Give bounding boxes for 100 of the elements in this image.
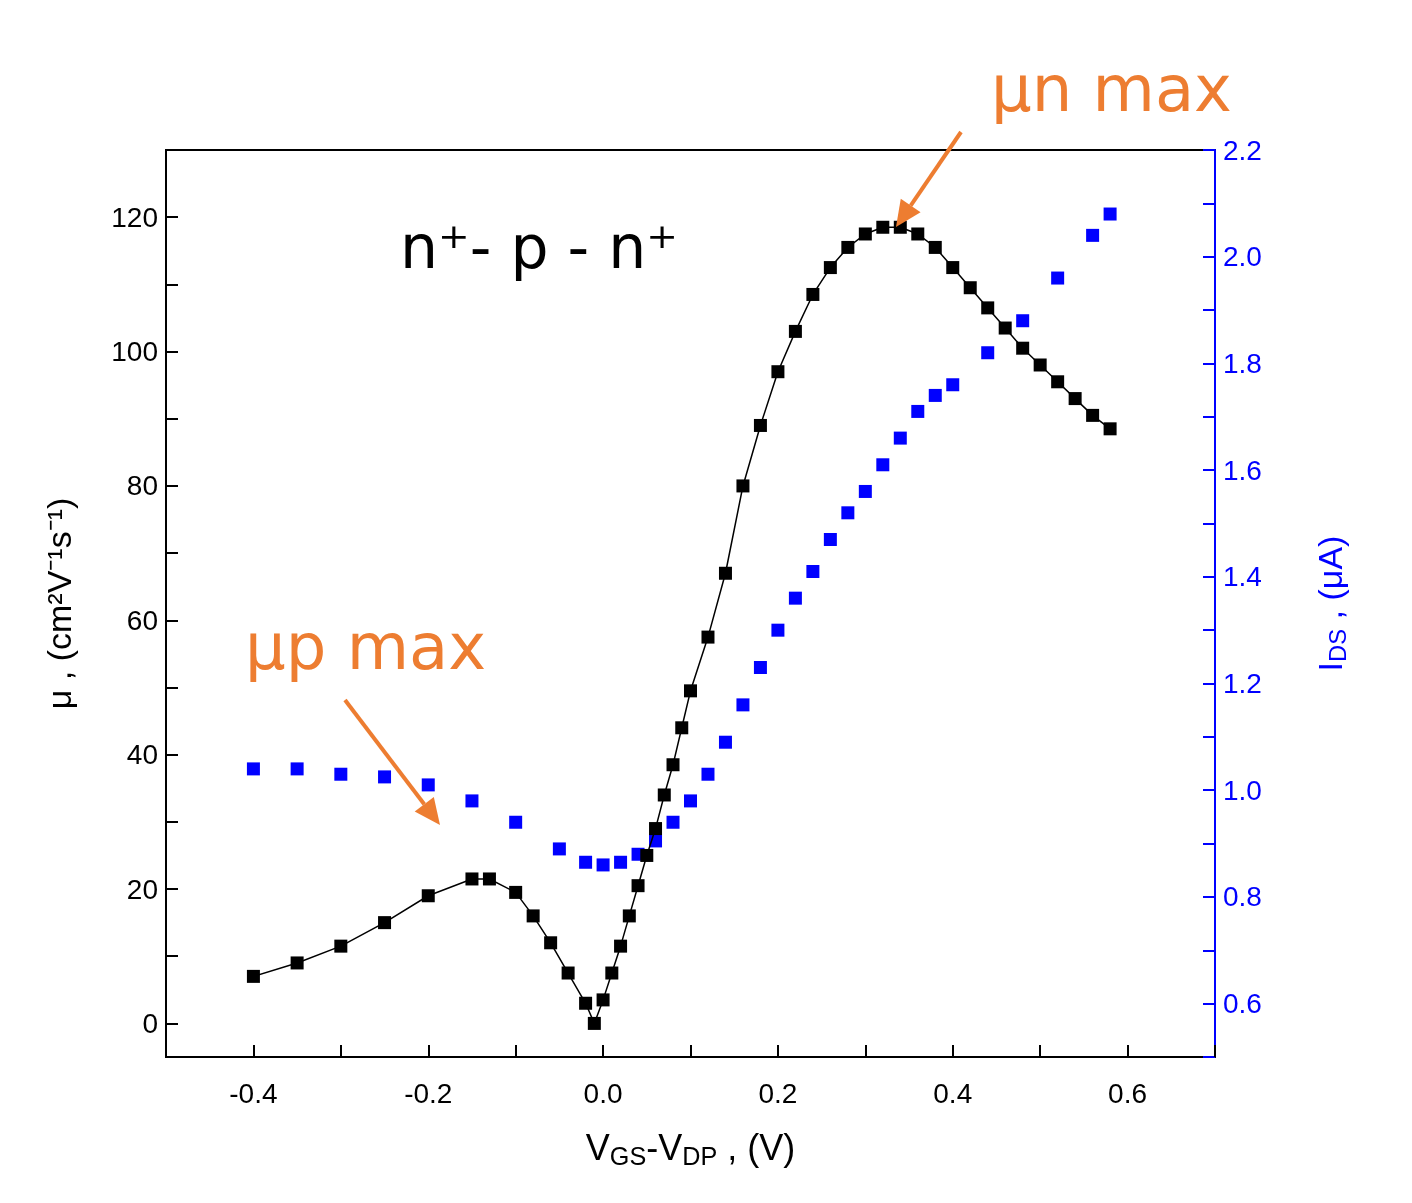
x-tick-label: -0.4: [229, 1077, 278, 1109]
point: [509, 815, 523, 829]
point: [981, 346, 995, 360]
y2-tick-label: 2.2: [1223, 134, 1262, 166]
point: [622, 909, 636, 923]
point: [946, 261, 960, 275]
point: [649, 822, 663, 836]
point: [946, 378, 960, 392]
point: [334, 767, 348, 781]
point: [1033, 358, 1047, 372]
point: [596, 993, 610, 1007]
point: [1103, 207, 1117, 221]
annotation: μn max: [990, 52, 1232, 127]
point: [928, 240, 942, 254]
point: [1086, 408, 1100, 422]
point: [378, 916, 392, 930]
point: [657, 788, 671, 802]
y-tick-label: 100: [111, 336, 158, 368]
point: [1016, 314, 1030, 328]
point: [482, 872, 496, 886]
point: [579, 996, 593, 1010]
point: [675, 721, 689, 735]
point: [858, 227, 872, 241]
point: [806, 564, 820, 578]
point: [963, 281, 977, 295]
point: [579, 855, 593, 869]
point: [823, 532, 837, 546]
point: [666, 758, 680, 772]
point: [246, 969, 260, 983]
y2-tick-label: 1.0: [1223, 774, 1262, 806]
point: [1051, 271, 1065, 285]
point: [465, 794, 479, 808]
point: [701, 630, 715, 644]
annotation: n⁺- p - n⁺: [400, 212, 678, 282]
y-tick-label: 80: [126, 470, 158, 502]
y2-tick-label: 1.6: [1223, 454, 1262, 486]
y-tick-label: 40: [126, 739, 158, 771]
y-tick-label: 120: [111, 201, 158, 233]
x-tick-label: 0.4: [933, 1077, 973, 1109]
point: [981, 301, 995, 315]
point: [1103, 422, 1117, 436]
point: [753, 661, 767, 675]
y-tick-label: 20: [126, 873, 158, 905]
point: [928, 388, 942, 402]
point: [718, 566, 732, 580]
point: [1016, 341, 1030, 355]
point: [771, 623, 785, 637]
y2-tick-label: 1.8: [1223, 347, 1262, 379]
point: [701, 767, 715, 781]
point: [290, 762, 304, 776]
y2-axis-title: IDS , (μA): [1310, 535, 1351, 672]
y2-tick-label: 0.6: [1223, 988, 1262, 1020]
point: [736, 698, 750, 712]
point: [771, 365, 785, 379]
x-tick-label: -0.2: [404, 1077, 453, 1109]
y2-tick-label: 2.0: [1223, 241, 1262, 273]
x-tick-label: 0.2: [758, 1077, 798, 1109]
x-tick-label: 0.6: [1108, 1077, 1148, 1109]
point: [509, 885, 523, 899]
point: [587, 1016, 601, 1030]
point: [561, 966, 575, 980]
point: [334, 939, 348, 953]
point: [841, 240, 855, 254]
y2-tick-label: 1.2: [1223, 668, 1262, 700]
point: [736, 479, 750, 493]
point: [684, 684, 697, 698]
point: [378, 770, 392, 784]
point: [544, 936, 558, 950]
y-axis-title: μ , (cm²V⁻¹s⁻¹): [40, 497, 78, 710]
point: [1068, 392, 1082, 406]
point: [421, 778, 435, 792]
point: [858, 484, 872, 498]
point: [788, 591, 802, 605]
point: [614, 939, 628, 953]
point: [421, 889, 435, 903]
point: [640, 848, 654, 862]
point: [841, 506, 855, 520]
point: [718, 735, 732, 749]
point: [998, 321, 1012, 335]
point: [614, 855, 628, 869]
point: [596, 858, 610, 872]
point: [911, 404, 925, 418]
point: [246, 762, 260, 776]
x-tick-label: 0.0: [583, 1077, 623, 1109]
point: [684, 794, 697, 808]
point: [290, 956, 304, 970]
point: [605, 966, 619, 980]
y-tick-label: 60: [126, 604, 158, 636]
point: [893, 431, 907, 445]
point: [753, 418, 767, 432]
point: [876, 220, 890, 234]
point: [552, 842, 566, 856]
point: [1086, 228, 1100, 242]
point: [806, 287, 820, 301]
y2-tick-label: 0.8: [1223, 881, 1262, 913]
point: [1051, 375, 1065, 389]
annotation: μp max: [245, 610, 487, 684]
point: [876, 458, 890, 472]
point: [666, 815, 680, 829]
point: [465, 872, 479, 886]
